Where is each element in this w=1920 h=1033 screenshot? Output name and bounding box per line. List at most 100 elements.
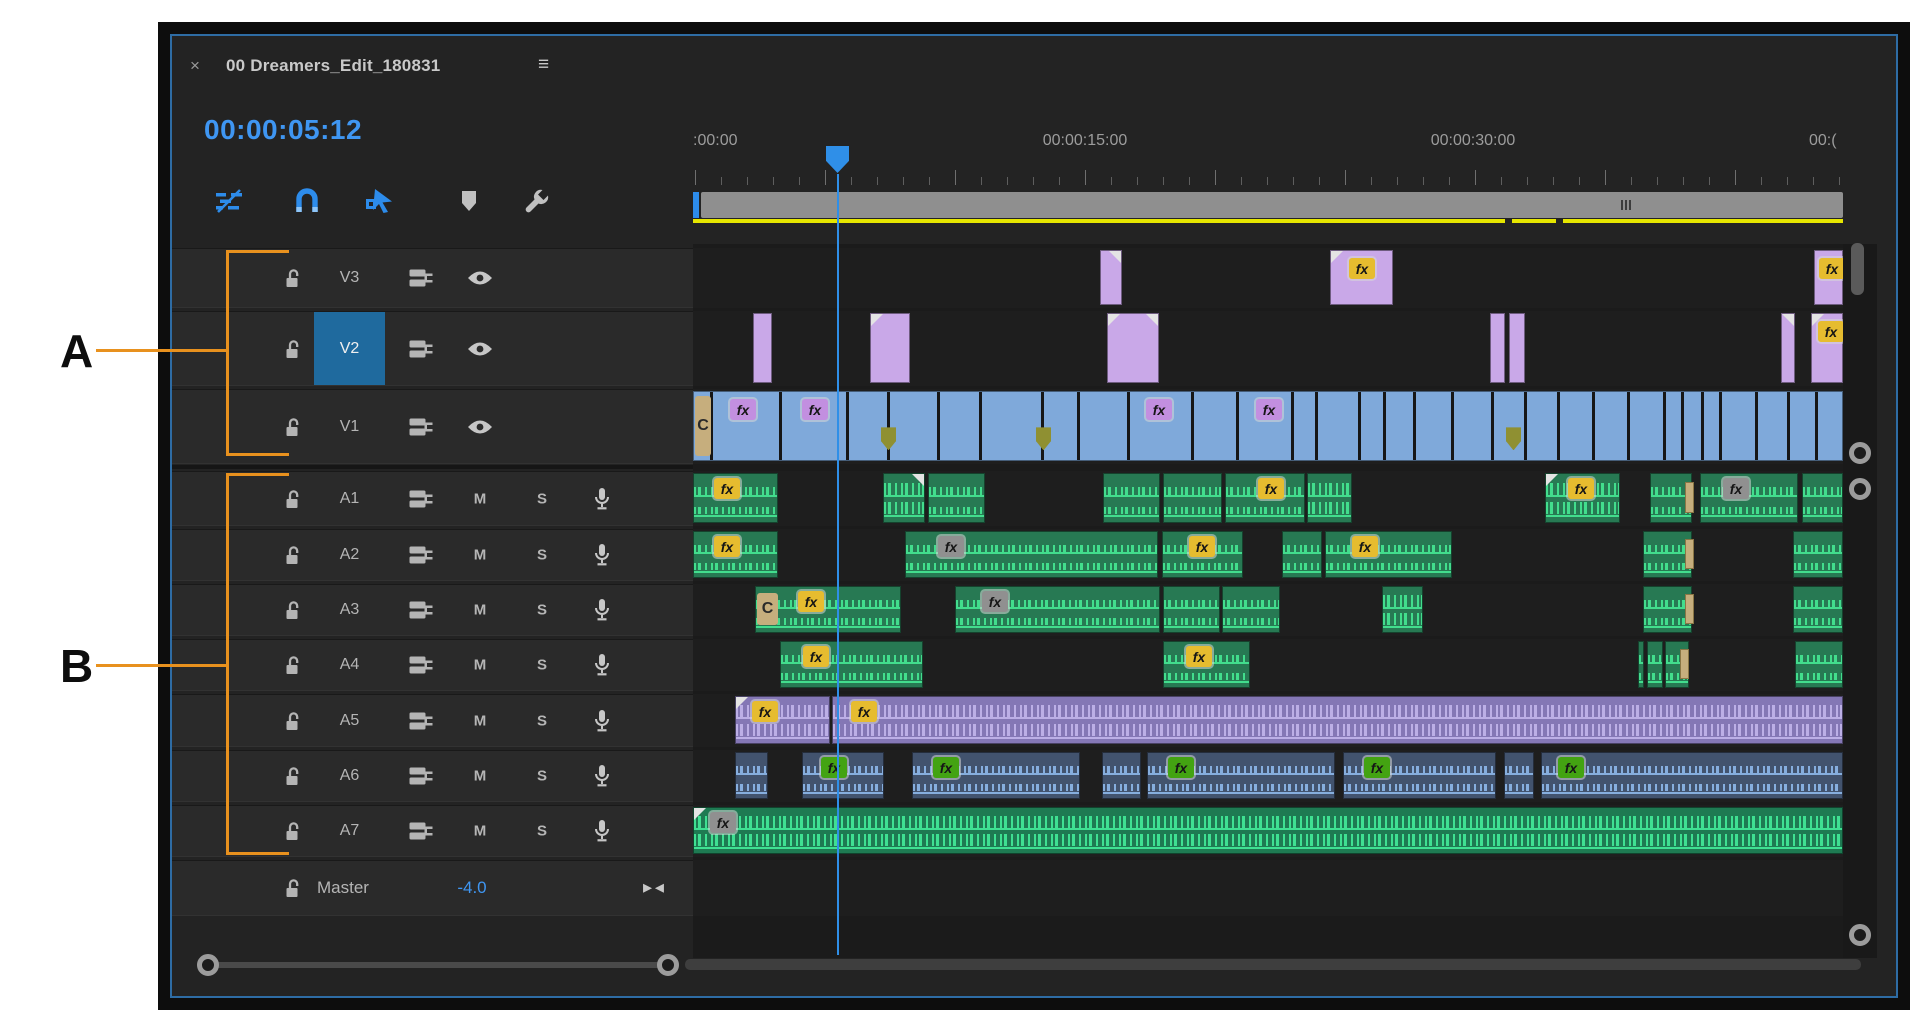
track-name-a4[interactable]: A4 xyxy=(339,656,360,673)
timeline-clip-a3[interactable] xyxy=(1793,586,1843,633)
timeline-clip-a6[interactable]: fx xyxy=(1147,752,1335,799)
track-name-a6[interactable]: A6 xyxy=(339,767,360,784)
current-timecode[interactable]: 00:00:05:12 xyxy=(204,114,363,145)
lock-icon[interactable] xyxy=(285,766,302,786)
work-area-grip[interactable] xyxy=(1629,200,1631,210)
timeline-clip-a1[interactable] xyxy=(1163,473,1222,523)
snap-icon[interactable] xyxy=(292,186,322,216)
lock-icon[interactable] xyxy=(285,821,302,841)
timeline-clip-a1[interactable]: fx xyxy=(1700,473,1798,523)
toggle-track-output-icon[interactable] xyxy=(467,419,493,435)
timeline-clip-a1[interactable] xyxy=(1103,473,1160,523)
lock-icon[interactable] xyxy=(285,268,302,288)
playhead-line[interactable] xyxy=(837,174,839,955)
timeline-clip-a1[interactable]: fx xyxy=(693,473,778,523)
track-lane-a7[interactable]: fx xyxy=(693,805,1843,857)
timeline-clip-a1[interactable] xyxy=(928,473,985,523)
master-keyframes-icon[interactable]: ►◄ xyxy=(640,879,667,897)
mute-button[interactable]: M xyxy=(473,546,487,564)
timeline-clip-v3[interactable]: fx xyxy=(1814,250,1843,305)
voiceover-record-icon[interactable] xyxy=(594,819,611,843)
timeline-clip-a3[interactable] xyxy=(1163,586,1220,633)
timeline-clip-a3[interactable] xyxy=(1222,586,1280,633)
close-icon[interactable]: × xyxy=(190,56,200,75)
sequence-tab-title[interactable]: 00 Dreamers_Edit_180831 xyxy=(226,56,441,75)
toggle-track-output-icon[interactable] xyxy=(467,341,493,357)
timeline-clip-a2[interactable] xyxy=(1793,531,1843,578)
track-lane-v1[interactable]: fx fx fx fx C xyxy=(693,389,1843,464)
source-patch-icon[interactable] xyxy=(409,489,435,508)
timeline-clip-v3[interactable]: fx xyxy=(1330,250,1393,305)
track-lane-a6[interactable]: fx fx fx fx fx xyxy=(693,750,1843,802)
timeline-clip-a3[interactable]: fx C xyxy=(755,586,901,633)
voiceover-record-icon[interactable] xyxy=(594,653,611,677)
timeline-clip-a2[interactable]: fx xyxy=(693,531,778,578)
work-area-bar[interactable] xyxy=(701,192,1843,218)
lock-icon[interactable] xyxy=(285,417,302,437)
source-patch-icon[interactable] xyxy=(409,269,435,288)
timeline-clip-a4[interactable] xyxy=(1795,641,1843,688)
timeline-clip-a2[interactable] xyxy=(1643,531,1694,578)
timeline-clip-a5[interactable]: fx xyxy=(832,696,1843,744)
track-lane-v3[interactable]: fx fx xyxy=(693,248,1843,308)
nest-toggle-icon[interactable] xyxy=(214,186,244,216)
timeline-clip-v3[interactable] xyxy=(1100,250,1122,305)
work-area-grip[interactable] xyxy=(1625,200,1627,210)
timeline-clip-v2[interactable] xyxy=(753,313,772,383)
master-volume-value[interactable]: -4.0 xyxy=(457,878,487,897)
work-area-grip[interactable] xyxy=(1621,200,1623,210)
solo-button[interactable]: S xyxy=(536,490,548,507)
timeline-clip-a4[interactable]: fx xyxy=(1163,641,1250,688)
lock-icon[interactable] xyxy=(285,339,302,359)
track-lane-v2[interactable]: fx xyxy=(693,311,1843,386)
mute-button[interactable]: M xyxy=(473,656,487,674)
track-name-a1[interactable]: A1 xyxy=(339,489,360,507)
timeline-clip-v2[interactable] xyxy=(870,313,910,383)
track-name-v2[interactable]: V2 xyxy=(314,312,385,385)
timeline-clip-a4[interactable] xyxy=(1638,641,1644,688)
mute-button[interactable]: M xyxy=(473,767,487,785)
timeline-clip-v2[interactable]: fx xyxy=(1811,313,1843,383)
voiceover-record-icon[interactable] xyxy=(594,487,611,511)
add-marker-icon[interactable] xyxy=(454,186,484,216)
timeline-clip-a6[interactable]: fx xyxy=(1343,752,1496,799)
zoom-handle-left[interactable] xyxy=(197,954,219,976)
mute-button[interactable]: M xyxy=(473,601,487,619)
track-lane-a5[interactable]: fx fx xyxy=(693,694,1843,747)
header-zoom-scrollbar[interactable] xyxy=(207,962,667,968)
timeline-clip-v1[interactable]: fx fx fx fx C xyxy=(693,391,1843,461)
lock-icon[interactable] xyxy=(285,545,302,565)
lock-icon[interactable] xyxy=(285,655,302,675)
voiceover-record-icon[interactable] xyxy=(594,598,611,622)
linked-selection-icon[interactable] xyxy=(364,186,394,216)
timeline-clip-a1[interactable] xyxy=(1650,473,1694,523)
zoom-handle-right[interactable] xyxy=(657,954,679,976)
track-lane-master[interactable] xyxy=(693,860,1843,916)
source-patch-icon[interactable] xyxy=(409,656,435,675)
timeline-clip-a1[interactable] xyxy=(1802,473,1843,523)
track-name-a7[interactable]: A7 xyxy=(339,822,360,839)
timeline-clip-a1[interactable]: fx xyxy=(1225,473,1305,523)
timeline-clip-a2[interactable]: fx xyxy=(905,531,1158,578)
track-lane-a2[interactable]: fx fx fx fx xyxy=(693,529,1843,581)
source-patch-icon[interactable] xyxy=(409,339,435,358)
timeline-clip-a1[interactable]: fx xyxy=(1545,473,1620,523)
source-patch-icon[interactable] xyxy=(409,767,435,786)
timeline-clip-a7[interactable]: fx xyxy=(693,807,1843,854)
vertical-scrollbar-thumb[interactable] xyxy=(1851,243,1864,295)
timeline-clip-v2[interactable] xyxy=(1509,313,1525,383)
source-patch-icon[interactable] xyxy=(409,417,435,436)
timeline-clip-a4[interactable] xyxy=(1647,641,1663,688)
timeline-clip-a5[interactable]: fx xyxy=(735,696,830,744)
timeline-clip-a3[interactable] xyxy=(1382,586,1423,633)
timeline-clip-a6[interactable]: fx xyxy=(1541,752,1843,799)
timeline-clip-a3[interactable] xyxy=(1643,586,1694,633)
panel-menu-icon[interactable]: ≡ xyxy=(538,54,550,75)
timeline-clip-a4[interactable]: fx xyxy=(780,641,923,688)
vertical-zoom-handle-bottom[interactable] xyxy=(1849,924,1871,946)
timeline-clip-a6[interactable]: fx xyxy=(912,752,1080,799)
lock-icon[interactable] xyxy=(285,878,302,898)
source-patch-icon[interactable] xyxy=(409,601,435,620)
voiceover-record-icon[interactable] xyxy=(594,709,611,733)
mute-button[interactable]: M xyxy=(473,490,487,507)
